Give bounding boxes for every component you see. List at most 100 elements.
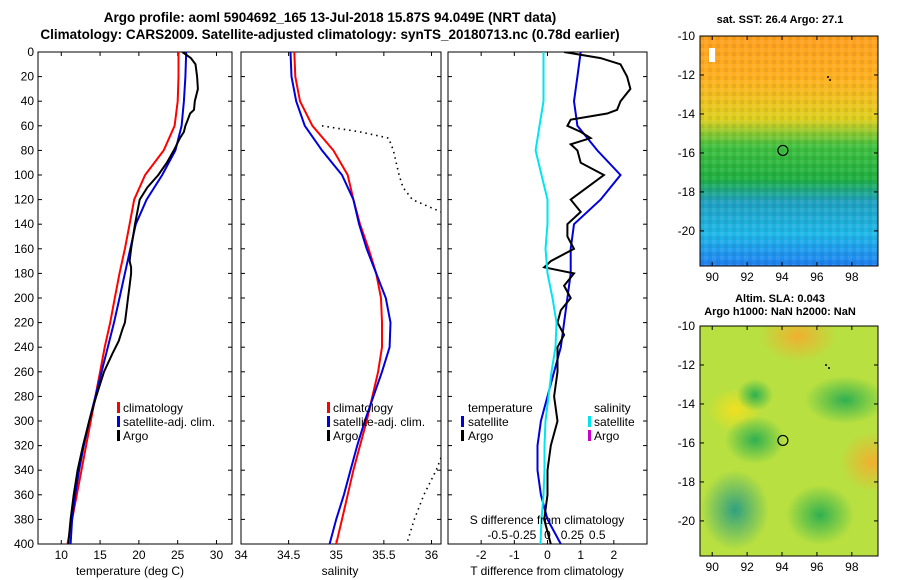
map-y-tick-label: -10 <box>678 29 696 43</box>
sst-map-frame <box>699 35 879 267</box>
map-x-tick-label: 94 <box>775 270 789 284</box>
x-tick-label: -1 <box>509 548 520 562</box>
map-x-tick-label: 92 <box>740 560 754 574</box>
map-x-tick-label: 98 <box>845 270 859 284</box>
series-line-temperature-argo <box>542 52 632 544</box>
map-y-tick-label: -16 <box>678 146 696 160</box>
y-tick-label: 240 <box>14 340 34 354</box>
map-x-tick-label: 90 <box>706 270 720 284</box>
sla-track-point <box>825 364 827 366</box>
x-tick-label: 10 <box>55 548 69 562</box>
map-x-tick-label: 96 <box>810 560 824 574</box>
series-line-argo <box>321 125 441 544</box>
legend-s-argo-label: Argo <box>594 429 620 443</box>
sla-field <box>700 326 878 556</box>
y-tick-label: 120 <box>14 193 34 207</box>
y-tick-label: 160 <box>14 242 34 256</box>
x-tick-label: -2 <box>476 548 487 562</box>
y-tick-label: 280 <box>14 389 34 403</box>
temperature-x-axis-label: temperature (deg C) <box>76 564 184 578</box>
map-x-tick-label: 96 <box>810 270 824 284</box>
legend-climatology-swatch <box>327 402 330 413</box>
y-tick-label: 360 <box>14 488 34 502</box>
legend-satellite-label: satellite-adj. clim. <box>333 415 425 429</box>
sst-land-mask <box>709 48 715 62</box>
t-difference-axis-label: T difference from climatology <box>470 564 624 578</box>
y-tick-label: 300 <box>14 414 34 428</box>
s-x-tick-label: -0.25 <box>509 528 537 542</box>
map-y-tick-label: -20 <box>678 224 696 238</box>
map-y-tick-label: -14 <box>678 397 696 411</box>
legend-satellite-label: satellite-adj. clim. <box>123 415 215 429</box>
y-tick-label: 180 <box>14 266 34 280</box>
legend-temperature-heading: temperature <box>468 401 533 415</box>
series-line-satellite-adj-clim- <box>69 52 188 544</box>
x-tick-label: 34.5 <box>277 548 301 562</box>
s-x-tick-label: 0.25 <box>561 528 585 542</box>
sla-track-point <box>828 367 830 369</box>
x-tick-label: 34 <box>234 548 248 562</box>
sla-map-title-line-2: Argo h1000: NaN h2000: NaN <box>704 306 856 318</box>
salinity-legend: climatology satellite-adj. clim. Argo <box>327 401 425 443</box>
temperature-legend: climatology satellite-adj. clim. Argo <box>117 401 215 443</box>
temperature-plot-frame <box>37 51 233 545</box>
y-tick-label: 380 <box>14 512 34 526</box>
series-line-climatology <box>66 52 180 544</box>
difference-profile-chart: -2 -1 0 1 2-0.5 -0.25 0 0.25 0.5 temperature sat… <box>447 51 648 578</box>
y-tick-label: 140 <box>14 217 34 231</box>
figure-title-line-2: Climatology: CARS2009. Satellite-adjuste… <box>40 27 620 42</box>
sst-map-title: sat. SST: 26.4 Argo: 27.1 <box>716 14 844 26</box>
map-x-tick-label: 94 <box>775 560 789 574</box>
sla-map-frame <box>699 325 879 557</box>
y-tick-label: 400 <box>14 537 34 551</box>
legend-t-argo-label: Argo <box>468 429 494 443</box>
map-y-tick-label: -14 <box>678 107 696 121</box>
legend-s-satellite-swatch <box>588 416 591 427</box>
x-tick-label: 15 <box>93 548 107 562</box>
s-difference-axis-label: S difference from climatology <box>470 513 625 527</box>
legend-climatology-label: climatology <box>123 401 183 415</box>
difference-legend: temperature satellite Argo salinity sate… <box>461 401 635 443</box>
legend-argo-swatch <box>327 430 330 441</box>
map-x-tick-label: 92 <box>740 270 754 284</box>
y-tick-label: 260 <box>14 365 34 379</box>
sla-map-title-line-1: Altim. SLA: 0.043 <box>735 293 825 305</box>
y-tick-label: 20 <box>21 70 35 84</box>
y-tick-label: 60 <box>21 119 35 133</box>
sla-argo-position-marker <box>777 434 789 447</box>
figure-title-line-1: Argo profile: aoml 5904692_165 13-Jul-20… <box>103 10 557 25</box>
map-y-tick-label: -12 <box>678 358 696 372</box>
series-line-satellite-adj-clim- <box>289 52 392 544</box>
y-tick-label: 100 <box>14 168 34 182</box>
map-y-tick-label: -10 <box>678 319 696 333</box>
map-y-tick-label: -18 <box>678 185 696 199</box>
sst-texture <box>700 36 878 266</box>
salinity-profile-chart: 34 34.5 35 35.5 36 climatology satellite-adj… <box>234 51 442 578</box>
map-x-tick-label: 98 <box>845 560 859 574</box>
y-tick-label: 340 <box>14 463 34 477</box>
salinity-x-axis-label: salinity <box>322 564 359 578</box>
legend-s-satellite-label: satellite <box>594 415 635 429</box>
legend-climatology-swatch <box>117 402 120 413</box>
y-tick-label: 220 <box>14 316 34 330</box>
x-tick-label: 2 <box>610 548 617 562</box>
y-tick-label: 0 <box>27 45 34 59</box>
legend-t-argo-swatch <box>461 430 464 441</box>
legend-argo-label: Argo <box>123 429 149 443</box>
temperature-profile-chart: 10 15 20 25 30020406080100120140160180200220… <box>14 45 233 578</box>
x-tick-label: 25 <box>171 548 185 562</box>
x-tick-label: 1 <box>577 548 584 562</box>
legend-satellite-swatch <box>327 416 330 427</box>
sst-track-point <box>827 76 829 78</box>
series-line-climatology <box>293 52 383 544</box>
legend-climatology-label: climatology <box>333 401 393 415</box>
s-x-tick-label: -0.5 <box>487 528 508 542</box>
series-line-argo <box>67 52 199 544</box>
y-tick-label: 40 <box>21 94 35 108</box>
legend-satellite-swatch <box>117 416 120 427</box>
x-tick-label: 35.5 <box>372 548 396 562</box>
legend-argo-label: Argo <box>333 429 359 443</box>
s-x-tick-label: 0.5 <box>589 528 606 542</box>
